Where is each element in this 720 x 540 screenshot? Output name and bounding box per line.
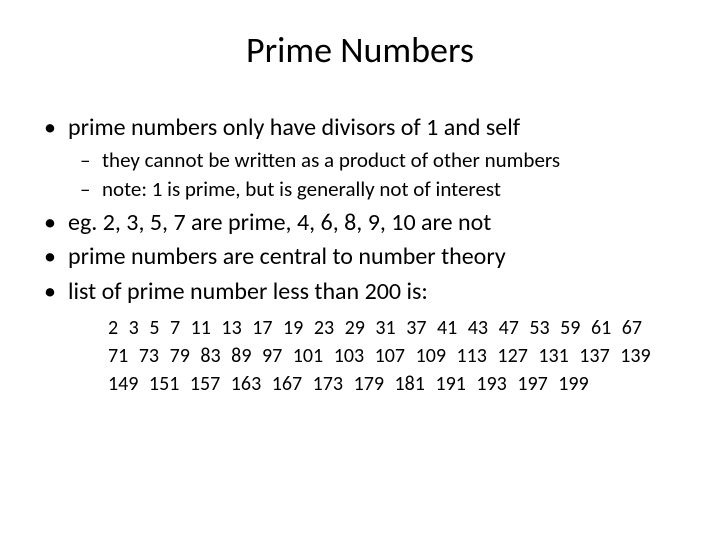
bullet-item: prime numbers only have divisors of 1 an… <box>40 112 680 203</box>
bullet-text: prime numbers are central to number theo… <box>68 242 506 271</box>
bullet-item: eg. 2, 3, 5, 7 are prime, 4, 6, 8, 9, 10… <box>40 207 680 239</box>
sub-bullet-item: note: 1 is prime, but is generally not o… <box>80 175 680 203</box>
bullet-item: prime numbers are central to number theo… <box>40 241 680 273</box>
slide-title: Prime Numbers <box>40 28 680 72</box>
bullet-text: eg. 2, 3, 5, 7 are prime, 4, 6, 8, 9, 10… <box>68 208 491 237</box>
sub-bullet-item: they cannot be written as a product of o… <box>80 146 680 174</box>
bullet-list-level2: they cannot be written as a product of o… <box>68 146 680 203</box>
sub-bullet-text: they cannot be written as a product of o… <box>102 147 560 173</box>
primes-list: 2 3 5 7 11 13 17 19 23 29 31 37 41 43 47… <box>40 314 680 398</box>
bullet-item: list of prime number less than 200 is: <box>40 276 680 308</box>
bullet-text: prime numbers only have divisors of 1 an… <box>68 113 520 142</box>
sub-bullet-text: note: 1 is prime, but is generally not o… <box>102 176 501 202</box>
bullet-text: list of prime number less than 200 is: <box>68 277 428 306</box>
bullet-list-level1: prime numbers only have divisors of 1 an… <box>40 112 680 308</box>
